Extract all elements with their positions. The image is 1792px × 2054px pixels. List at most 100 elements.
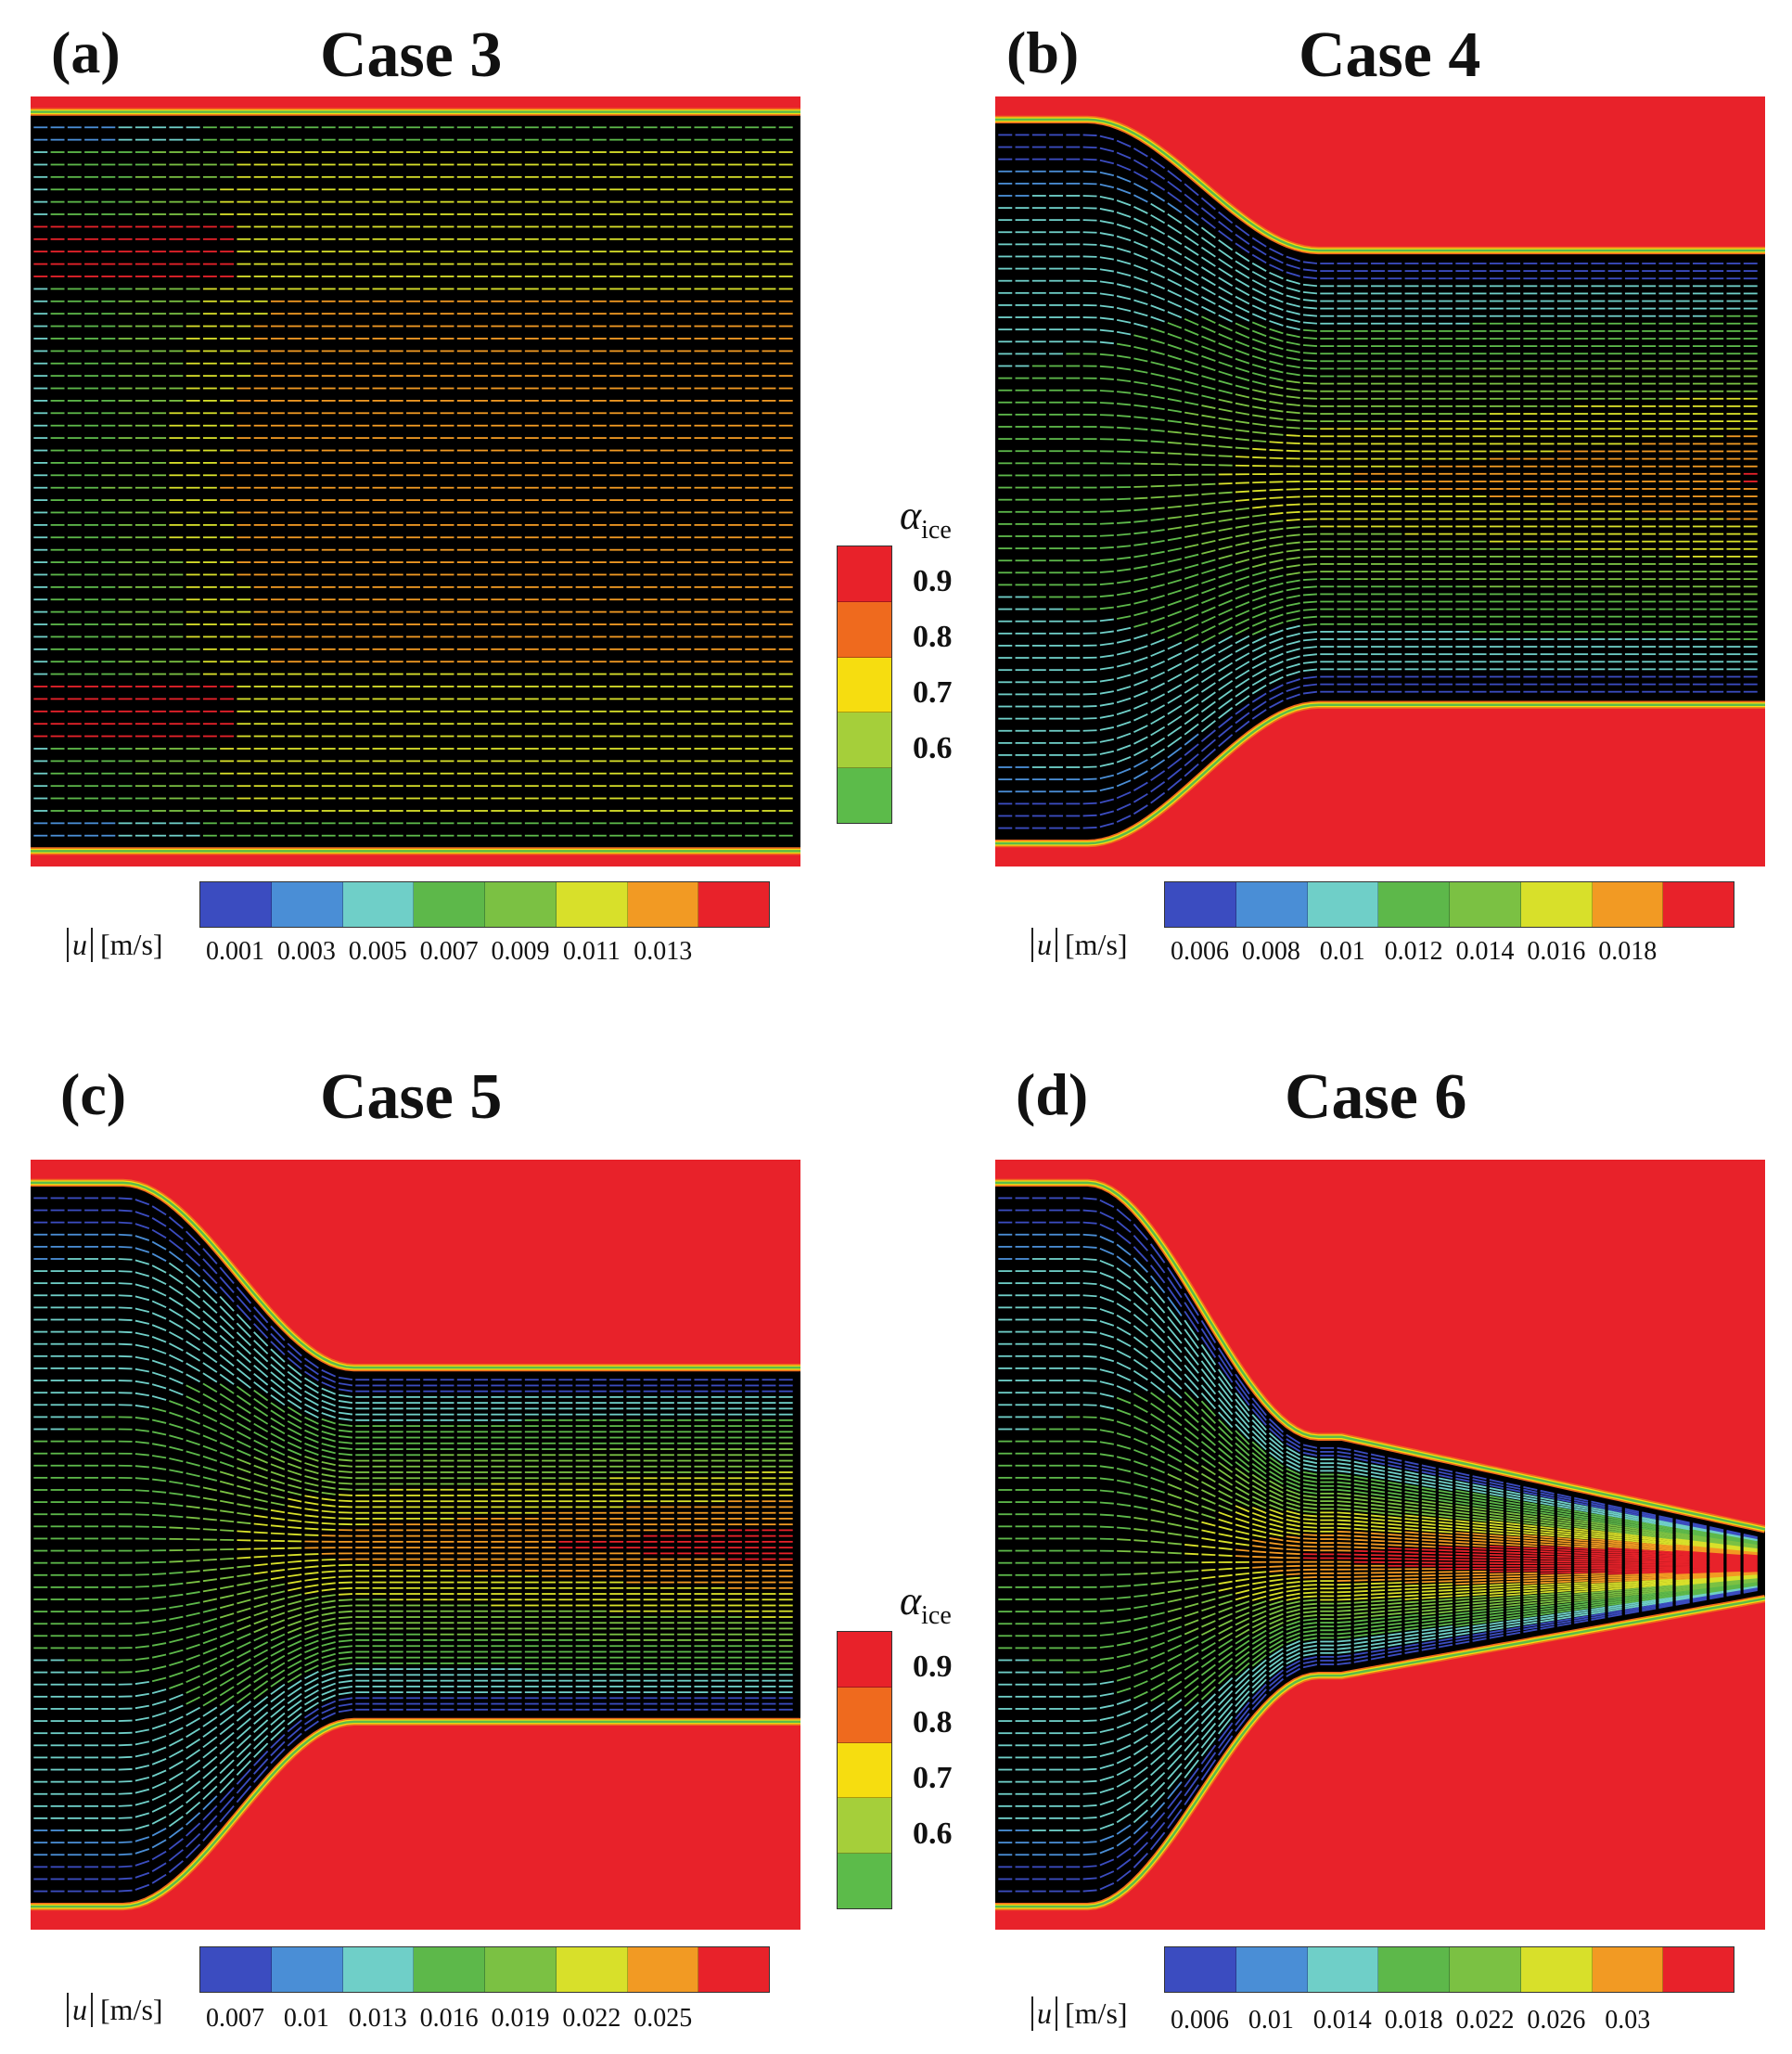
velocity-vector <box>1286 594 1300 599</box>
velocity-vector <box>1218 314 1234 323</box>
colorbar-tick-label: 0.011 <box>562 937 621 966</box>
velocity-vector <box>1302 261 1318 264</box>
velocity-vector <box>1218 536 1233 542</box>
velocity-vector <box>1082 170 1097 173</box>
velocity-vector <box>1286 533 1300 537</box>
velocity-vector <box>1133 736 1148 745</box>
velocity-vector <box>1235 524 1250 529</box>
velocity-vector <box>1269 636 1284 645</box>
velocity-vector <box>1117 438 1132 442</box>
velocity-vector <box>1302 306 1318 310</box>
velocity-vector <box>1269 629 1284 636</box>
velocity-vector <box>1302 397 1317 400</box>
ice-wall-top <box>995 96 1765 250</box>
velocity-vector <box>1200 237 1216 249</box>
velocity-vector <box>1099 762 1115 767</box>
panel-a-flow-field <box>31 96 800 867</box>
velocity-vector <box>1099 196 1115 200</box>
ice-wall-top <box>31 96 800 112</box>
velocity-vector <box>1201 315 1216 325</box>
velocity-vector <box>1116 732 1132 739</box>
velocity-vector <box>1133 656 1148 663</box>
velocity-vector <box>1201 365 1216 372</box>
velocity-vector <box>1133 576 1148 582</box>
velocity-vector <box>1133 587 1148 594</box>
velocity-vector <box>1116 638 1132 644</box>
velocity-vector <box>1117 379 1132 383</box>
velocity-vector <box>1200 276 1216 287</box>
velocity-vector <box>1200 653 1216 663</box>
velocity-vector <box>1251 338 1267 345</box>
velocity-vector <box>1133 263 1148 272</box>
velocity-vector <box>1251 270 1267 280</box>
velocity-vector <box>1167 694 1183 704</box>
velocity-vector <box>1251 603 1267 610</box>
velocity-vector <box>1269 327 1284 335</box>
colorbar-segment <box>271 882 343 927</box>
velocity-vector <box>1117 497 1132 501</box>
velocity-vector <box>1150 270 1165 279</box>
velocity-vector <box>1201 511 1216 516</box>
velocity-vector <box>1116 354 1132 359</box>
velocity-vector <box>1269 606 1284 612</box>
velocity-vector <box>1269 368 1284 374</box>
velocity-vector <box>1269 296 1284 303</box>
velocity-vector <box>1252 546 1267 551</box>
velocity-vector <box>1150 605 1165 612</box>
velocity-vector <box>1201 305 1216 315</box>
velocity-vector <box>1150 638 1165 646</box>
velocity-vector <box>1133 276 1148 283</box>
velocity-vector <box>1235 549 1250 556</box>
velocity-vector <box>1201 345 1216 353</box>
velocity-vector <box>1150 649 1165 658</box>
velocity-vector <box>1184 266 1199 276</box>
velocity-vector <box>1286 617 1300 623</box>
velocity-vector <box>1235 567 1250 573</box>
velocity-vector <box>1133 622 1148 628</box>
velocity-vector <box>1235 584 1250 591</box>
velocity-vector <box>1099 558 1114 561</box>
velocity-vector <box>1133 508 1148 511</box>
velocity-vector <box>1286 349 1300 353</box>
velocity-vector <box>1116 756 1132 764</box>
colorbar-segment <box>698 882 769 927</box>
velocity-vector <box>1235 541 1250 546</box>
velocity-vector <box>1150 595 1165 601</box>
velocity-vector <box>1235 446 1249 450</box>
velocity-vector <box>1200 691 1216 703</box>
velocity-vector <box>1218 554 1233 560</box>
velocity-vector <box>1218 398 1233 404</box>
colorbar-tick-label: 0.007 <box>419 937 479 966</box>
velocity-vector <box>1184 369 1199 377</box>
velocity-vector <box>1116 697 1132 704</box>
velocity-vector <box>1269 597 1284 604</box>
velocity-vector <box>1218 258 1234 269</box>
velocity-vector <box>1201 624 1216 634</box>
velocity-vector <box>1235 225 1250 237</box>
panel-a-colorbar-ticks: 0.001 0.003 0.005 0.007 0.009 0.011 0.013 <box>199 937 770 966</box>
ice-wall-top-interface <box>995 118 1765 252</box>
velocity-vector <box>1201 502 1216 506</box>
velocity-vector <box>1251 562 1267 569</box>
velocity-vector <box>1251 296 1267 305</box>
velocity-vector <box>1099 702 1114 707</box>
velocity-vector <box>1286 548 1300 553</box>
velocity-vector <box>1117 533 1132 536</box>
velocity-vector <box>1200 216 1216 229</box>
velocity-vector <box>1201 568 1216 575</box>
velocity-vector <box>1099 328 1114 333</box>
velocity-vector <box>1150 518 1165 521</box>
velocity-vector <box>1184 553 1199 559</box>
velocity-vector <box>1286 503 1300 507</box>
velocity-vector <box>1235 304 1250 314</box>
velocity-vector <box>1133 439 1148 443</box>
velocity-vector <box>1167 578 1183 585</box>
velocity-vector <box>1235 661 1250 671</box>
velocity-vector <box>1167 376 1183 382</box>
velocity-vector <box>1116 626 1132 632</box>
velocity-vector <box>1167 683 1183 694</box>
velocity-vector <box>1286 340 1300 346</box>
velocity-vector <box>1133 299 1148 305</box>
velocity-vector <box>1286 564 1300 569</box>
velocity-vector <box>1150 191 1166 202</box>
